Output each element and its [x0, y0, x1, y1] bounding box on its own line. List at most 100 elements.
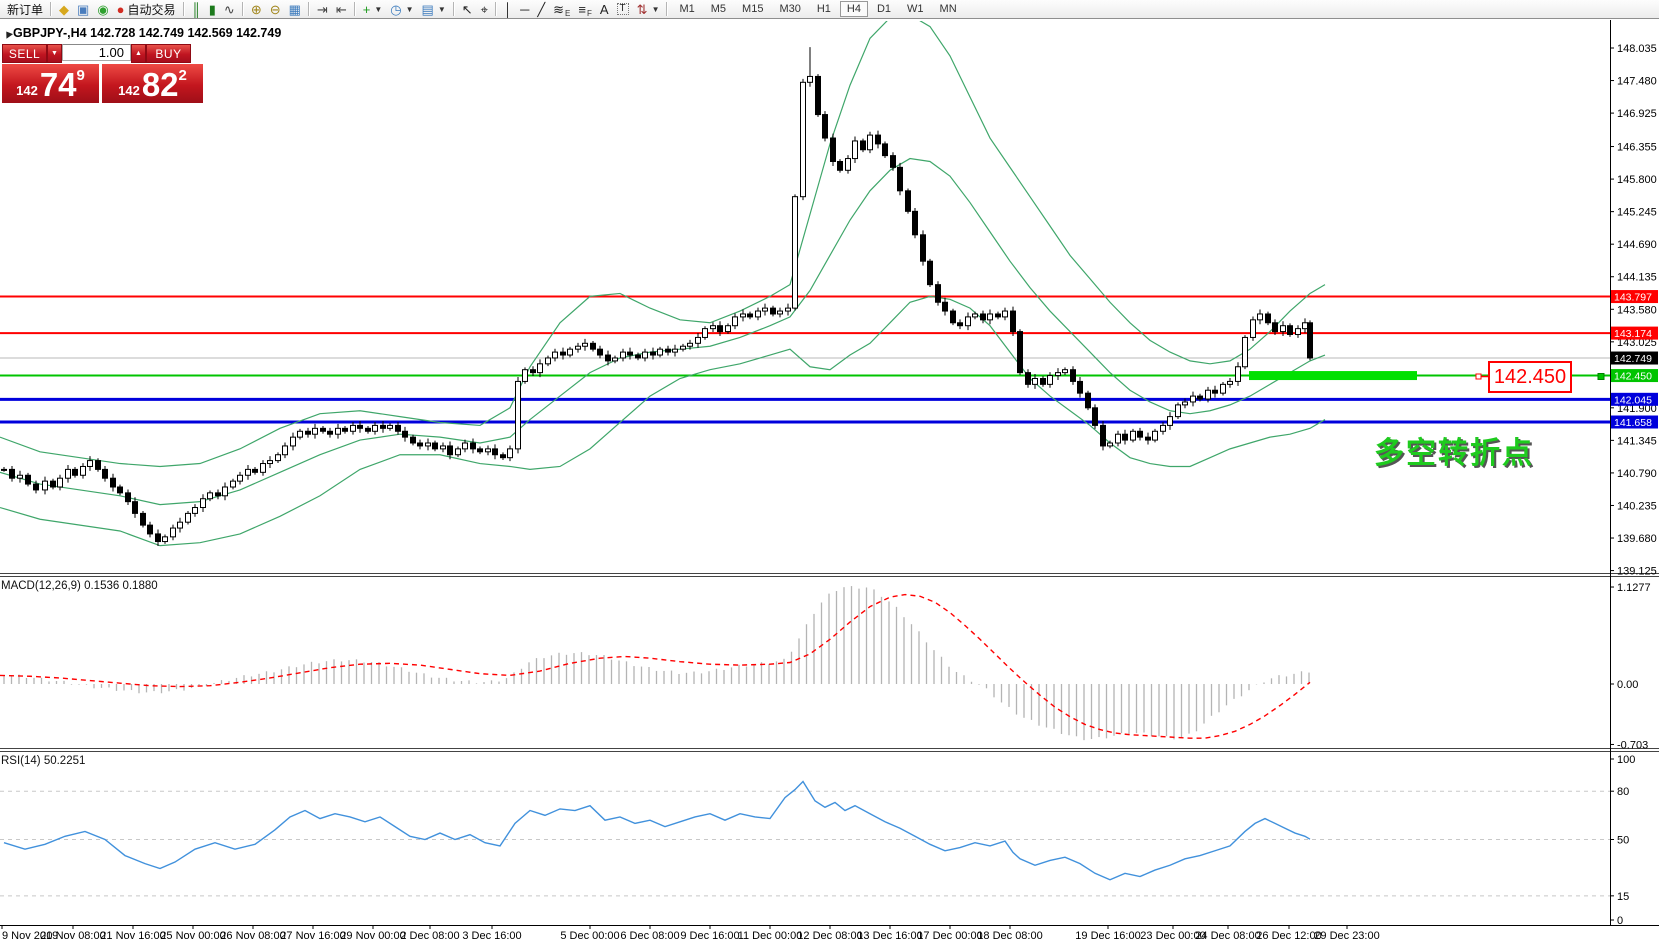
dropdown-caret-icon[interactable]: ▼	[651, 4, 660, 14]
toolbar-separator	[50, 2, 53, 16]
bid-big: 74	[39, 66, 77, 104]
svg-text:15: 15	[1617, 891, 1629, 903]
svg-text:2 Dec 08:00: 2 Dec 08:00	[400, 930, 459, 942]
svg-text:26 Dec 12:00: 26 Dec 12:00	[1256, 930, 1321, 942]
svg-text:143.580: 143.580	[1617, 304, 1657, 316]
line-chart-button[interactable]: ∿	[220, 1, 239, 18]
svg-text:147.480: 147.480	[1617, 76, 1657, 88]
text-button[interactable]: A	[596, 1, 613, 18]
new-order-button[interactable]: 新订单	[3, 1, 47, 18]
autotrading-button[interactable]: ● 自动交易	[113, 1, 180, 18]
svg-text:143.025: 143.025	[1617, 337, 1657, 349]
svg-text:25 Nov 00:00: 25 Nov 00:00	[160, 930, 225, 942]
ask-price-button[interactable]: 142 82 2	[102, 64, 203, 103]
fibonacci-button[interactable]: ≡ F	[574, 1, 595, 18]
zoom-out-button[interactable]: ⊖	[266, 1, 285, 18]
svg-text:23 Dec 00:00: 23 Dec 00:00	[1140, 930, 1205, 942]
candlestick-chart-button[interactable]: ▮	[205, 1, 220, 18]
volume-increase-button[interactable]: ▲	[131, 44, 146, 63]
svg-text:24 Dec 08:00: 24 Dec 08:00	[1195, 930, 1260, 942]
trade-panel-prices: 142 74 9 142 82 2	[2, 64, 203, 103]
zoom-in-button[interactable]: ⊕	[247, 1, 266, 18]
highlight-zone-rect[interactable]	[1249, 371, 1417, 381]
periods-glyph-icon: ◷	[390, 1, 402, 17]
svg-text:0.00: 0.00	[1617, 679, 1638, 691]
timeframe-button-h4[interactable]: H4	[839, 1, 868, 17]
timeframe-button-h1[interactable]: H1	[816, 3, 831, 15]
macd-pane[interactable]	[0, 586, 1311, 741]
signals-icon[interactable]: ◉	[93, 1, 112, 18]
horizontal-line-glyph-icon: ─	[520, 1, 530, 17]
main-price-pane[interactable]	[0, 15, 1610, 547]
ask-big: 82	[141, 66, 179, 104]
bid-price-button[interactable]: 142 74 9	[2, 64, 99, 103]
timeframe-button-m30[interactable]: M30	[779, 3, 801, 15]
timeframe-button-d1[interactable]: D1	[876, 3, 892, 15]
market-icon[interactable]: ◆	[55, 1, 73, 18]
equidistant-channel-button[interactable]: ≋ E	[549, 1, 574, 18]
vertical-line-button[interactable]: │	[500, 1, 516, 18]
trendline-button[interactable]: ╱	[533, 1, 549, 18]
timeframe-button-m15[interactable]: M15	[742, 3, 764, 15]
crosshair-button[interactable]: ⌖	[477, 1, 492, 18]
volume-input[interactable]	[62, 44, 131, 61]
svg-text:18 Dec 08:00: 18 Dec 08:00	[977, 930, 1042, 942]
text-glyph-icon: A	[599, 1, 609, 17]
fibonacci-glyph-icon: ≡	[578, 1, 586, 17]
price-badges: 143.797 143.174 142.749 142.450 142.045 141.6…	[1611, 290, 1658, 429]
trend-annotation-text[interactable]: 多空转折点	[1374, 437, 1534, 470]
text-label-glyph-icon: T	[616, 3, 629, 15]
svg-text:29 Dec 23:00: 29 Dec 23:00	[1314, 930, 1379, 942]
signals-icon-glyph-icon: ◉	[97, 1, 109, 17]
cursor-button[interactable]: ↖	[458, 1, 477, 18]
timeframe-button-m1[interactable]: M1	[679, 3, 695, 15]
macd-indicator-label: MACD(12,26,9) 0.1536 0.1880	[1, 580, 158, 592]
svg-text:27 Nov 16:00: 27 Nov 16:00	[280, 930, 345, 942]
svg-text:6 Dec 08:00: 6 Dec 08:00	[620, 930, 679, 942]
axes-layer: 148.035 147.480 146.925 146.355 145.800 145.2…	[0, 20, 1659, 942]
volume-decrease-button[interactable]: ▼	[47, 44, 62, 63]
bollinger-lower-band	[0, 295, 1326, 547]
text-label-button[interactable]: T	[613, 1, 633, 18]
svg-text:146.355: 146.355	[1617, 142, 1657, 154]
dropdown-caret-icon[interactable]: ▼	[374, 4, 383, 14]
virtual-hosting-icon[interactable]: ▣	[73, 1, 93, 18]
periods-button[interactable]: ◷ ▼	[386, 1, 417, 18]
auto-scroll-button[interactable]: ⇥	[313, 1, 332, 18]
timeframe-button-mn[interactable]: MN	[939, 3, 957, 15]
svg-text:141.345: 141.345	[1617, 435, 1657, 447]
svg-text:143.797: 143.797	[1614, 292, 1652, 304]
svg-text:142.749: 142.749	[1614, 353, 1652, 365]
timeframe-button-w1[interactable]: W1	[907, 3, 924, 15]
buy-button[interactable]: BUY	[146, 44, 191, 63]
timeframe-button-m5[interactable]: M5	[710, 3, 727, 15]
new-order-button-label: 新订单	[7, 2, 44, 17]
chart-shift-button[interactable]: ⇤	[332, 1, 351, 18]
rsi-pane[interactable]	[0, 780, 1610, 897]
dropdown-caret-icon[interactable]: ▼	[437, 4, 446, 14]
toolbar-separator	[452, 2, 455, 16]
svg-text:5 Dec 00:00: 5 Dec 00:00	[560, 930, 619, 942]
tile-windows-button[interactable]: ▦	[285, 1, 305, 18]
glyph-subscript: F	[586, 8, 592, 18]
indicators-button[interactable]: + ▼	[359, 1, 387, 18]
arrows-button[interactable]: ⇅ ▼	[633, 1, 664, 18]
price-annotation-box[interactable]: 142.450	[1488, 361, 1572, 393]
glyph-subscript: E	[565, 8, 571, 18]
templates-button[interactable]: ▤ ▼	[418, 1, 450, 18]
svg-text:50: 50	[1617, 835, 1629, 847]
zoom-in-glyph-icon: ⊕	[250, 1, 262, 17]
svg-text:148.035: 148.035	[1617, 43, 1657, 55]
svg-text:144.135: 144.135	[1617, 272, 1657, 284]
toolbar-separator	[307, 2, 310, 16]
bar-chart-button[interactable]: ║	[188, 1, 205, 18]
price-axis[interactable]: 148.035 147.480 146.925 146.355 145.800 145.2…	[1610, 43, 1657, 927]
svg-text:11 Dec 00:00: 11 Dec 00:00	[738, 930, 803, 942]
svg-text:140.235: 140.235	[1617, 500, 1657, 512]
sell-button[interactable]: SELL	[2, 44, 47, 63]
dropdown-caret-icon[interactable]: ▼	[405, 4, 414, 14]
svg-text:13 Dec 16:00: 13 Dec 16:00	[857, 930, 922, 942]
horizontal-line-button[interactable]: ─	[516, 1, 533, 18]
